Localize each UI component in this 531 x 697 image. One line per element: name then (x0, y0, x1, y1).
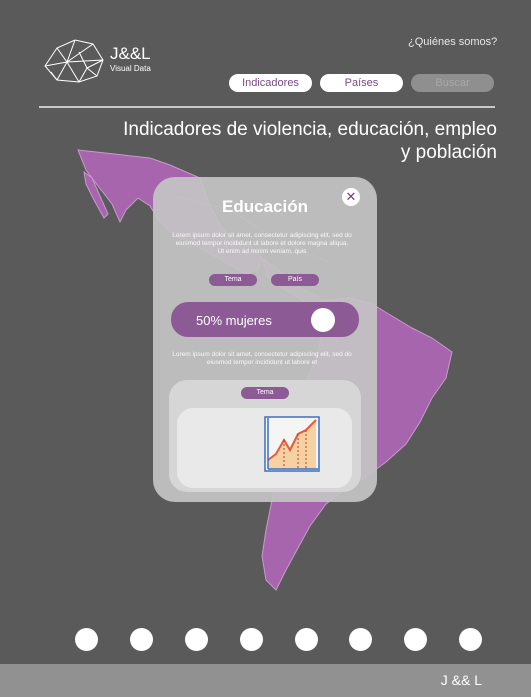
paises-button[interactable]: Países (320, 74, 403, 92)
modal-body-text: Lorem ipsum dolor sit amet, consectetur … (172, 351, 352, 366)
about-link[interactable]: ¿Quiénes somos? (408, 36, 498, 48)
brand-name: J&&L (110, 44, 151, 63)
toggle-label: 50% mujeres (196, 313, 272, 328)
indicadores-button[interactable]: Indicadores (229, 74, 312, 92)
footer-bar (0, 664, 531, 697)
page-dot-7[interactable] (404, 628, 427, 651)
page-title: Indicadores de violencia, educación, emp… (123, 119, 497, 163)
pais-filter-button[interactable]: País (271, 274, 319, 286)
page-dot-5[interactable] (295, 628, 318, 651)
toggle-knob[interactable] (311, 308, 335, 332)
pagination (75, 628, 485, 652)
close-icon[interactable]: ✕ (342, 188, 360, 206)
page-dot-3[interactable] (185, 628, 208, 651)
line-chart-icon (264, 416, 320, 472)
brand-subtitle: Visual Data (110, 64, 151, 73)
buscar-button[interactable]: Buscar (411, 74, 494, 92)
page-dot-4[interactable] (240, 628, 263, 651)
network-logo-icon (44, 39, 104, 83)
footer-brand: J && L (440, 672, 482, 688)
header-divider (39, 106, 495, 108)
modal-title: Educación (222, 197, 308, 216)
tema-filter-button[interactable]: Tema (209, 274, 257, 286)
page-dot-8[interactable] (459, 628, 482, 651)
modal-intro-text: Lorem ipsum dolor sit amet, consectetur … (172, 232, 352, 255)
page-dot-6[interactable] (349, 628, 372, 651)
page-dot-2[interactable] (130, 628, 153, 651)
card-tema-button[interactable]: Tema (241, 387, 289, 399)
page-dot-1[interactable] (75, 628, 98, 651)
